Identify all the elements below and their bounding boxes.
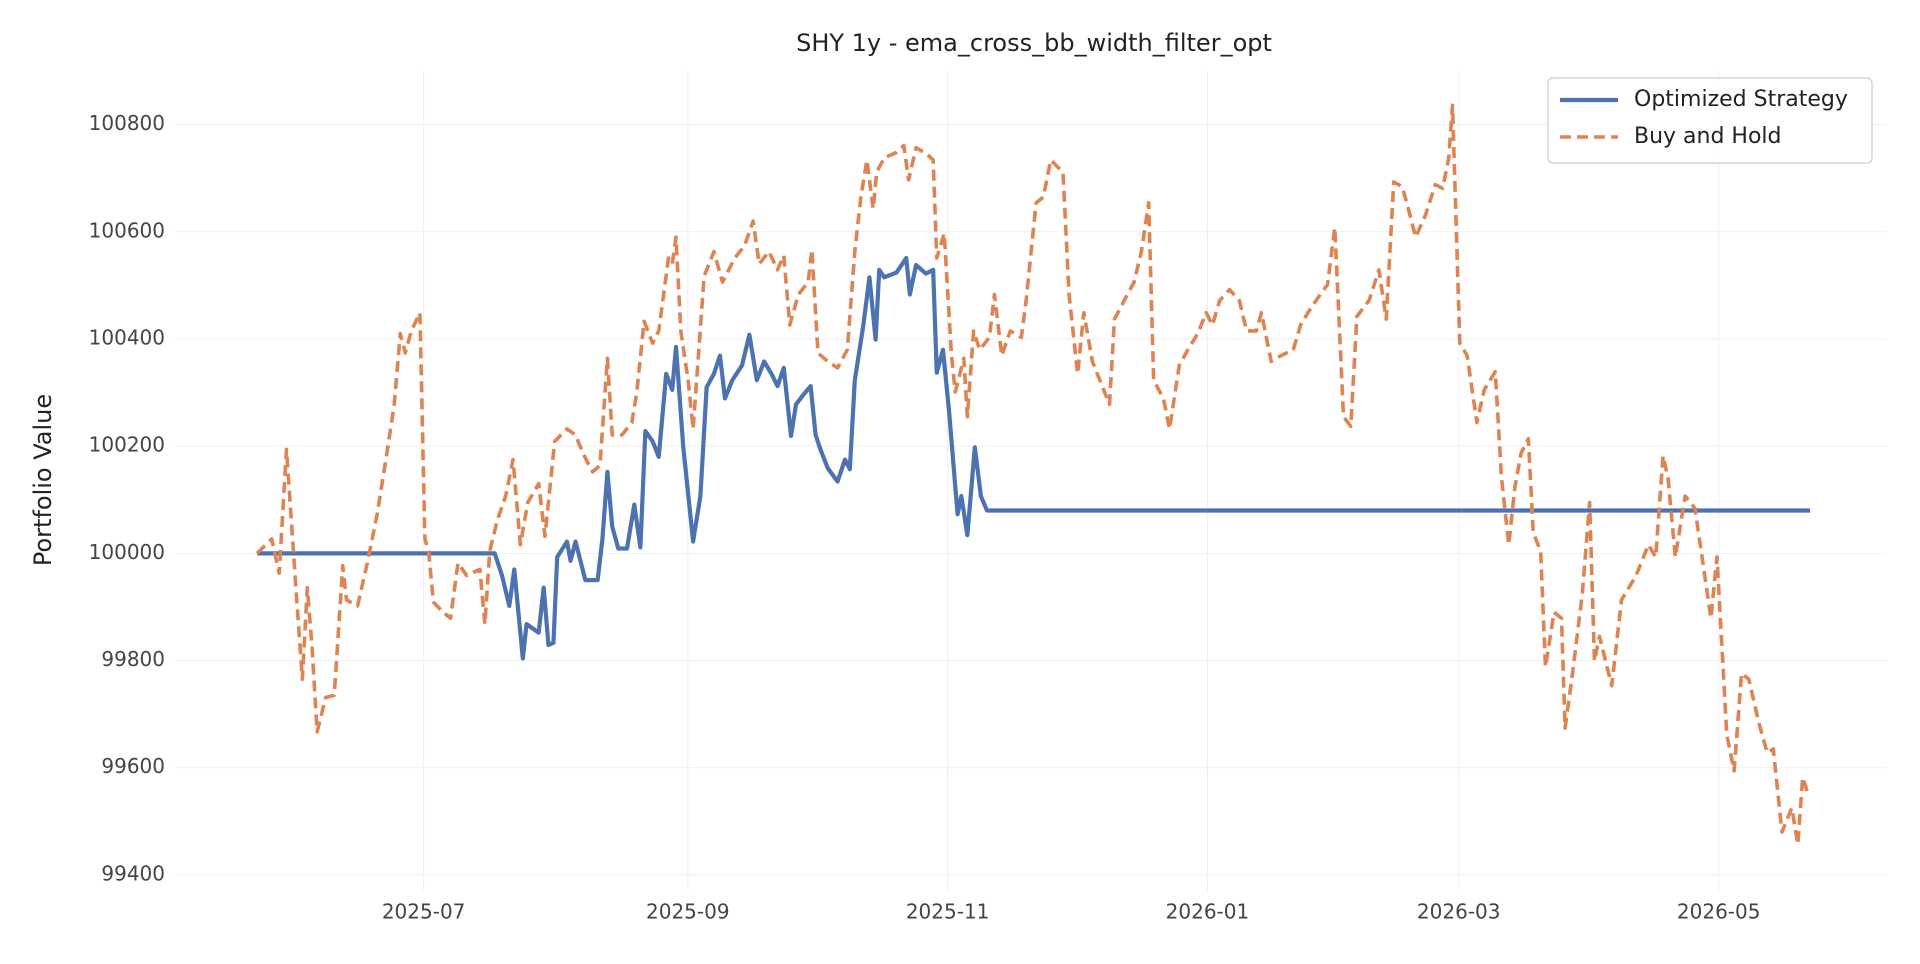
x-tick-label: 2025-07 xyxy=(382,900,466,924)
y-axis-label: Portfolio Value xyxy=(29,394,57,566)
chart-title: SHY 1y - ema_cross_bb_width_filter_opt xyxy=(796,29,1272,57)
y-tick-label: 100400 xyxy=(89,325,165,349)
legend-label: Buy and Hold xyxy=(1634,124,1782,149)
x-tick-label: 2026-01 xyxy=(1166,900,1250,924)
y-tick-label: 99600 xyxy=(101,754,165,778)
legend-label: Optimized Strategy xyxy=(1634,87,1848,112)
line-series xyxy=(255,103,1810,847)
line-series xyxy=(257,255,1811,661)
y-tick-label: 99800 xyxy=(101,647,165,671)
legend-box xyxy=(1547,77,1873,164)
x-tick-label: 2025-09 xyxy=(646,900,730,924)
y-tick-label: 100800 xyxy=(89,111,165,135)
y-tick-label: 100200 xyxy=(89,433,165,457)
legend: Optimized Strategy Buy and Hold xyxy=(1547,77,1873,164)
y-tick-label: 100600 xyxy=(89,218,165,242)
y-tick-label: 99400 xyxy=(101,861,165,885)
x-tick-label: 2025-11 xyxy=(906,900,990,924)
grid xyxy=(175,71,1886,891)
x-tick-label: 2026-03 xyxy=(1417,900,1501,924)
x-tick-label: 2026-05 xyxy=(1677,900,1761,924)
y-tick-label: 100000 xyxy=(89,540,165,564)
